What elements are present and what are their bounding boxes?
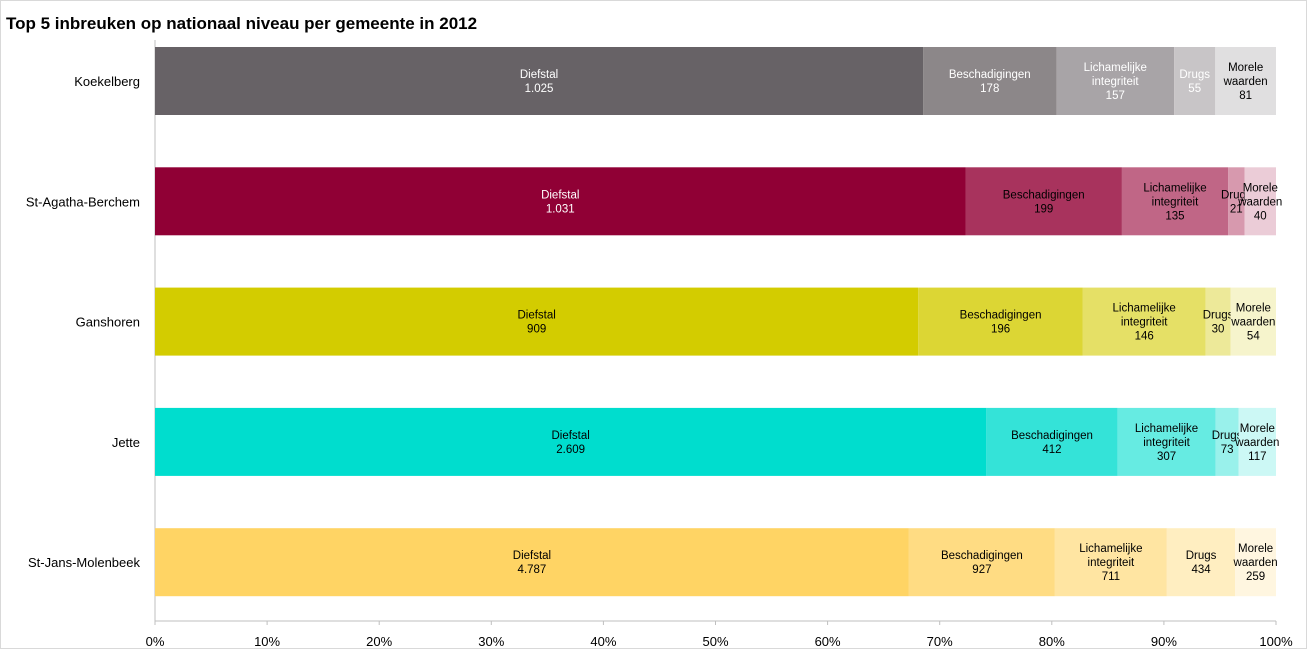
x-tick-label: 70% [927,634,953,649]
x-tick-label: 90% [1151,634,1177,649]
x-tick-label: 30% [478,634,504,649]
bar-segment [1054,528,1167,597]
bar-segment [1215,407,1239,476]
bar-segment [1235,528,1276,597]
x-tick-label: 10% [254,634,280,649]
data-label: Diefstal 2.609 [551,430,589,456]
bar-segment [155,167,966,236]
category-label: Ganshoren [76,315,140,330]
data-label: Diefstal 1.031 [541,189,579,215]
data-label: Drugs 30 [1203,310,1234,336]
bar-segment [1082,287,1206,356]
bar-segment [1121,167,1229,236]
bar-segment [155,528,909,597]
x-tick-label: 0% [146,634,165,649]
category-label: Koekelberg [74,74,140,89]
x-tick-label: 100% [1259,634,1293,649]
data-label: Beschadigingen 178 [949,69,1031,95]
data-label: Lichamelijke integriteit 135 [1143,182,1206,222]
category-label: St-Jans-Molenbeek [28,555,140,570]
data-label: Beschadigingen 927 [941,550,1023,576]
data-label: Morele waarden 81 [1223,62,1268,102]
bar-segment [908,528,1055,597]
data-label: Beschadigingen 412 [1011,430,1093,456]
data-label: Lichamelijke integriteit 711 [1079,543,1142,583]
bar-segment [1174,47,1216,115]
bar-segment [1056,47,1175,115]
category-label: Jette [112,435,140,450]
data-label: Drugs 73 [1212,430,1243,456]
bar-segment [1230,287,1276,356]
chart-title: Top 5 inbreuken op nationaal niveau per … [6,14,478,33]
category-label: St-Agatha-Berchem [26,194,140,209]
data-label: Morele waarden 117 [1234,423,1279,463]
bar-segment [1215,47,1276,115]
data-label: Diefstal 909 [517,310,555,336]
data-label: Morele waarden 54 [1230,303,1275,343]
data-label: Lichamelijke integriteit 307 [1135,423,1198,463]
bar-segment [923,47,1057,115]
x-tick-label: 60% [815,634,841,649]
data-label: Drugs 55 [1179,69,1210,95]
bar-segment [1166,528,1236,597]
bar-segment [155,407,987,476]
data-label: Beschadigingen 196 [960,310,1042,336]
x-tick-label: 40% [590,634,616,649]
data-label: Beschadigingen 199 [1003,189,1085,215]
bar-segment [965,167,1122,236]
bar-segment [1228,167,1245,236]
data-label: Diefstal 1.025 [520,69,558,95]
data-label: Lichamelijke integriteit 157 [1084,62,1147,102]
data-label: Lichamelijke integriteit 146 [1113,303,1176,343]
data-label: Morele waarden 259 [1233,543,1278,583]
data-label: Drugs 21 [1221,189,1252,215]
bar-segment [155,287,919,356]
bar-segment [1117,407,1216,476]
bar-segment [1238,407,1276,476]
bar-segment [986,407,1118,476]
bar-segment [155,47,924,115]
x-tick-label: 50% [702,634,728,649]
bar-segment [918,287,1083,356]
x-tick-label: 80% [1039,634,1065,649]
data-label: Morele waarden 40 [1237,182,1282,222]
data-label: Drugs 434 [1186,550,1217,576]
bar-segment [1205,287,1231,356]
bar-segment [1244,167,1276,236]
data-label: Diefstal 4.787 [513,550,551,576]
x-tick-label: 20% [366,634,392,649]
